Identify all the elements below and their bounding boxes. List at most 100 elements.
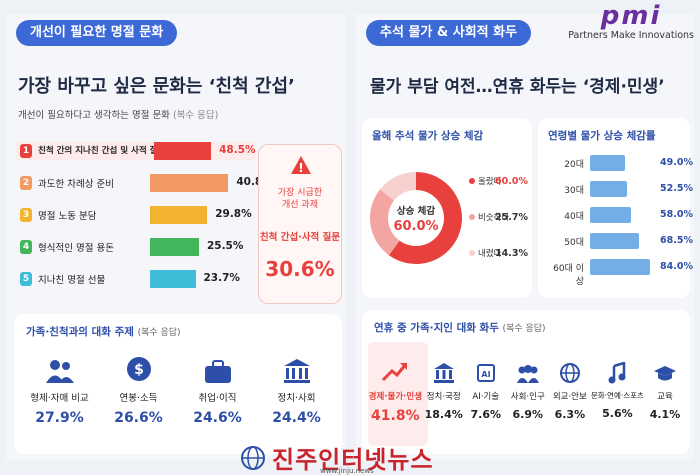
- money-icon: $: [99, 350, 178, 384]
- age-label: 20대: [564, 160, 584, 170]
- age-bar: [590, 155, 625, 171]
- globe-icon: [549, 350, 591, 384]
- legend-dot: [469, 250, 475, 256]
- legend-dot: [469, 178, 475, 184]
- left-panel: 개선이 필요한 명절 문화 가장 바꾸고 싶은 문화는 ‘친척 간섭’ 개선이 …: [6, 14, 346, 460]
- bar: [154, 142, 212, 160]
- talk-tiles: 경제·물가·민생 41.8% 정치·국정 18.4% AI AI·기술 7.6%…: [368, 350, 686, 446]
- rank-badge: 2: [20, 176, 32, 190]
- age-title: 연령별 물가 상승 체감률: [548, 130, 656, 142]
- topics-title: 가족·친척과의 대화 주제 (복수 응답): [26, 326, 181, 338]
- age-label: 60대 이상: [553, 264, 584, 287]
- pie-slice: [370, 189, 400, 256]
- topic-label: 형제·자매 비교: [30, 393, 89, 404]
- bar-value: 25.5%: [206, 240, 244, 252]
- topics-tiles: 형제·자매 비교 27.9% $ 연봉·소득 26.6% 취업·이직 24.6%…: [20, 350, 336, 450]
- talk-label: 교육: [657, 392, 673, 402]
- bar-label: 명절 노동 분담: [38, 211, 97, 222]
- legend-value: 14.3%: [495, 248, 528, 259]
- talk-value: 18.4%: [424, 408, 463, 421]
- right-section-pill: 추석 물가 & 사회적 화두: [366, 20, 532, 46]
- watermark-url: www.jinju.news: [320, 467, 374, 475]
- callout-card: ! 가장 시급한 개선 과제 친척 간섭·사적 질문 30.6%: [258, 144, 342, 304]
- talk-value: 7.6%: [470, 408, 501, 421]
- topic-value: 27.9%: [35, 410, 84, 426]
- age-bar: [590, 181, 628, 197]
- music-icon: [591, 350, 644, 384]
- topic-tile: 형제·자매 비교 27.9%: [20, 350, 99, 450]
- callout-caption: 가장 시급한 개선 과제: [277, 188, 323, 210]
- talk-value: 6.9%: [512, 408, 544, 421]
- talk-card: 연휴 중 가족·지인 대화 화두 (복수 응답) 경제·물가·민생 41.8% …: [362, 310, 690, 454]
- graduation-icon: [644, 350, 686, 384]
- rank-badge: 1: [20, 144, 32, 158]
- age-bar: [590, 207, 632, 223]
- age-bar-row: 60대 이상 84.0%: [548, 258, 693, 287]
- age-value: 52.5%: [660, 183, 693, 194]
- bar: [150, 270, 196, 288]
- talk-label: 문화·연예·스포츠: [590, 391, 644, 400]
- talk-value: 41.8%: [371, 408, 420, 424]
- logo-mark: pmi: [600, 1, 662, 31]
- age-bar-row: 50대 68.5%: [548, 232, 693, 250]
- bar-value: 48.5%: [219, 144, 256, 156]
- right-panel: 추석 물가 & 사회적 화두 물가 부담 여전…연휴 화두는 ‘경제·민생’ 올…: [356, 14, 694, 460]
- topic-value: 24.4%: [272, 410, 321, 426]
- topic-tile: 취업·이직 24.6%: [178, 350, 257, 450]
- culture-bar-row: 4 형식적인 명절 용돈 25.5%: [20, 238, 256, 256]
- age-value: 49.0%: [660, 157, 693, 168]
- bar-value: 29.8%: [215, 208, 252, 220]
- talk-highlight-bg: [368, 342, 428, 446]
- logo-tagline: Partners Make Innovations: [568, 30, 694, 41]
- group-icon: [507, 350, 549, 384]
- age-label: 40대: [564, 212, 584, 222]
- rank-badge: 3: [20, 208, 32, 222]
- bar-label: 친척 간의 지나친 간섭 및 사적 질문: [38, 146, 166, 156]
- svg-text:AI: AI: [481, 370, 490, 379]
- globe-logo-icon: [241, 445, 265, 470]
- topic-value: 26.6%: [114, 410, 163, 426]
- talk-tile: AI AI·기술 7.6%: [465, 350, 507, 446]
- age-card: 연령별 물가 상승 체감률 20대 49.0% 30대 52.5% 40대 58.0% 50…: [538, 118, 693, 298]
- age-value: 68.5%: [660, 235, 693, 246]
- warning-icon: !: [290, 155, 312, 179]
- pie-slice: [380, 172, 416, 201]
- bar: [150, 174, 229, 192]
- talk-tile: 경제·물가·민생 41.8%: [368, 350, 423, 446]
- talk-tile: 외교·안보 6.3%: [549, 350, 591, 446]
- government-icon: [257, 350, 336, 384]
- age-value: 84.0%: [660, 261, 693, 272]
- svg-text:!: !: [298, 161, 303, 175]
- talk-label: 경제·물가·민생: [368, 392, 423, 402]
- age-label: 50대: [564, 238, 584, 248]
- topic-label: 정치·사회: [277, 393, 316, 404]
- callout-value: 30.6%: [265, 257, 335, 281]
- legend-label: 내렸다: [478, 249, 502, 259]
- people-icon: [20, 350, 99, 384]
- talk-value: 5.6%: [602, 407, 633, 420]
- left-section-pill: 개선이 필요한 명절 문화: [16, 20, 178, 46]
- left-headline: 가장 바꾸고 싶은 문화는 ‘친척 간섭’: [18, 76, 295, 97]
- pie-title: 올해 추석 물가 상승 체감: [372, 130, 484, 142]
- bar-label: 지나친 명절 선물: [38, 275, 106, 286]
- culture-bar-row: 5 지나친 명절 선물 23.7%: [20, 270, 256, 288]
- talk-label: AI·기술: [472, 392, 500, 402]
- svg-text:$: $: [134, 362, 144, 378]
- talk-label: 사회·인구: [510, 392, 545, 402]
- legend-label: 비슷하다: [478, 212, 509, 223]
- culture-bar-row: 2 과도한 차례상 준비 40.8%: [20, 174, 273, 192]
- talk-tile: 문화·연예·스포츠 5.6%: [591, 350, 644, 446]
- watermark-name: 진주인터넷뉴스: [272, 446, 434, 474]
- legend-value: 60.0%: [495, 176, 528, 187]
- talk-title: 연휴 중 가족·지인 대화 화두 (복수 응답): [374, 322, 546, 334]
- culture-bar-row: 1 친척 간의 지나친 간섭 및 사적 질문 48.5%: [16, 142, 256, 160]
- pie-center-label: 상승 체감: [397, 205, 436, 217]
- pie-center-value: 60.0%: [393, 219, 438, 234]
- age-bar-row: 20대 49.0%: [548, 154, 693, 172]
- topic-tile: $ 연봉·소득 26.6%: [99, 350, 178, 450]
- culture-bar-chart: 1 친척 간의 지나친 간섭 및 사적 질문 48.5% 2 과도한 차례상 준비 40.…: [6, 142, 273, 302]
- bar: [150, 206, 208, 224]
- pmi-logo: pmi Partners Make Innovations: [568, 2, 694, 41]
- topic-value: 24.6%: [193, 410, 242, 426]
